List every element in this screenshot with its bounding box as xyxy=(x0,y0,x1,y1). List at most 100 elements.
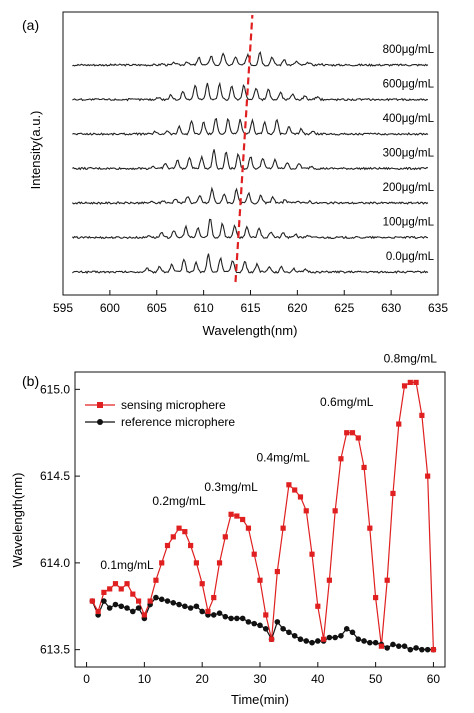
sensing-data-point xyxy=(292,487,298,493)
sensing-data-point xyxy=(303,508,309,514)
reference-data-point xyxy=(193,603,200,610)
concentration-annotation: 0.8mg/mL xyxy=(384,352,438,366)
reference-data-point xyxy=(130,608,136,615)
sensing-data-point xyxy=(112,581,119,587)
reference-data-point xyxy=(251,620,258,627)
panel-b-x-tick-label: 50 xyxy=(369,672,383,686)
reference-data-point xyxy=(239,615,246,622)
sensing-data-point xyxy=(251,551,257,557)
sensing-data-point xyxy=(263,612,269,618)
panel-b-x-tick-label: 10 xyxy=(138,672,152,686)
panel-b-x-tick-label: 20 xyxy=(196,672,210,686)
panel-b-series-points xyxy=(89,379,437,653)
sensing-data-point xyxy=(199,581,205,587)
spectrum-trace xyxy=(72,253,429,274)
concentration-annotation: 0.1mg/mL xyxy=(100,558,154,572)
resonance-shift-dashed-line xyxy=(234,14,254,283)
reference-data-point xyxy=(343,626,350,632)
reference-data-point xyxy=(407,646,414,653)
sensing-data-point xyxy=(164,542,171,549)
spectrum-series-label: 200μg/mL xyxy=(383,182,435,194)
sensing-data-point xyxy=(222,534,228,540)
reference-data-point xyxy=(413,645,419,651)
reference-data-point xyxy=(297,636,304,643)
reference-data-point xyxy=(361,638,367,644)
sensing-data-point xyxy=(135,598,142,604)
panel-a-x-tick-label: 620 xyxy=(287,301,307,315)
reference-data-point xyxy=(332,634,338,641)
sensing-data-point xyxy=(182,529,188,535)
panel-a-x-tick-label: 600 xyxy=(100,301,120,315)
reference-data-point xyxy=(419,646,425,653)
reference-data-point xyxy=(101,598,107,604)
sensing-data-point xyxy=(344,430,350,436)
spectrum-trace xyxy=(72,50,429,67)
sensing-data-point xyxy=(240,516,246,523)
spectrum-series-label: 0.0μg/mL xyxy=(386,251,435,263)
reference-data-point xyxy=(315,638,321,644)
sensing-data-point xyxy=(419,412,425,418)
legend-marker xyxy=(97,402,103,408)
panel-a-x-ticks: 595 600 605 610 615 620 625 630 635 xyxy=(53,290,448,315)
panel-b-x-tick-label: 30 xyxy=(253,672,267,686)
panel-b-legend: sensing microphere reference microphere xyxy=(85,398,235,429)
reference-data-point xyxy=(349,629,356,636)
reference-data-point xyxy=(274,619,281,625)
reference-data-point xyxy=(303,638,310,644)
spectrum-trace xyxy=(72,117,429,136)
panel-a-label: (a) xyxy=(22,17,39,33)
sensing-data-point xyxy=(124,581,130,587)
reference-data-point xyxy=(291,632,298,639)
sensing-data-point xyxy=(205,608,211,615)
sensing-data-point xyxy=(396,421,402,427)
reference-data-point xyxy=(326,634,333,641)
panel-a-x-tick-label: 610 xyxy=(194,301,214,315)
panel-b-y-ticks: 613.5 614.0 614.5 615.0 xyxy=(40,382,80,657)
sensing-data-point xyxy=(245,525,252,531)
panel-b: (b) 0.1mg/mL 0.2mg/mL0.3mg/mL 0.4mg/mL 0.6m… xyxy=(10,352,446,707)
panel-a-resonance-marker xyxy=(234,14,254,283)
sensing-data-point xyxy=(309,551,315,557)
reference-data-point xyxy=(234,615,240,622)
sensing-data-point xyxy=(320,636,327,642)
reference-data-point xyxy=(372,639,379,646)
sensing-data-point xyxy=(130,591,136,597)
sensing-data-point xyxy=(373,594,379,601)
sensing-data-point xyxy=(280,525,286,531)
panel-a-x-tick-label: 625 xyxy=(334,301,354,315)
sensing-data-point xyxy=(228,511,234,517)
reference-data-point xyxy=(401,643,408,649)
panel-a-x-tick-label: 595 xyxy=(53,301,73,315)
sensing-data-point xyxy=(297,494,304,500)
panel-b-y-tick-label: 613.5 xyxy=(40,643,70,657)
sensing-data-point xyxy=(257,577,263,583)
sensing-data-point xyxy=(407,379,413,386)
spectrum-series-label: 300μg/mL xyxy=(383,148,435,160)
reference-data-point xyxy=(124,605,130,611)
sensing-data-point xyxy=(107,586,113,592)
sensing-data-point xyxy=(378,643,385,649)
reference-data-point xyxy=(216,610,223,617)
spectrum-trace xyxy=(72,81,428,102)
panel-a-x-tick-label: 630 xyxy=(381,301,401,315)
reference-data-point xyxy=(355,636,362,643)
spectrum-series-label: 400μg/mL xyxy=(383,113,435,125)
reference-data-point xyxy=(187,605,194,611)
sensing-data-point xyxy=(234,513,240,519)
spectrum-trace xyxy=(72,218,428,240)
reference-data-point xyxy=(118,603,125,610)
sensing-data-point xyxy=(176,525,182,531)
sensing-data-point xyxy=(367,525,373,531)
panel-b-y-tick-label: 614.5 xyxy=(40,469,70,483)
panel-b-y-tick-label: 614.0 xyxy=(40,556,70,570)
sensing-data-point xyxy=(159,560,165,566)
reference-data-point xyxy=(135,605,142,611)
panel-b-x-axis-title: Time(min) xyxy=(231,692,289,707)
reference-data-point xyxy=(164,598,171,604)
panel-a-x-tick-label: 605 xyxy=(147,301,167,315)
sensing-data-point xyxy=(401,383,408,389)
panel-b-x-tick-label: 40 xyxy=(311,672,325,686)
sensing-data-point xyxy=(349,430,356,436)
panel-b-x-ticks: 0 10 20 30 40 50 60 xyxy=(83,662,440,686)
